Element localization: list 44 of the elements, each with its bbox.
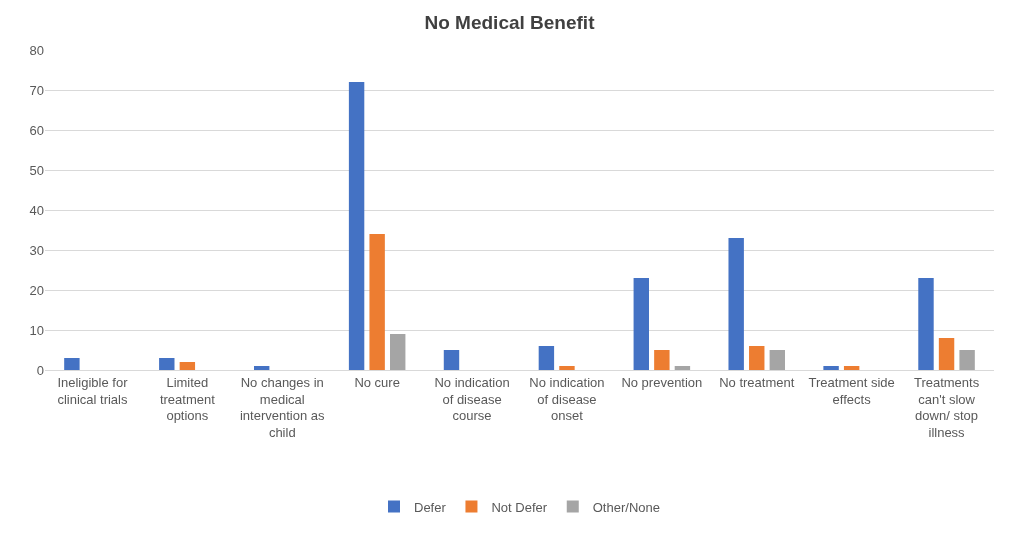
bar bbox=[538, 346, 555, 370]
bar bbox=[728, 238, 744, 370]
bar bbox=[654, 350, 670, 370]
y-tick-label: 50 bbox=[29, 162, 44, 178]
x-tick-label: Limited treatment options bbox=[159, 374, 216, 424]
x-tick-label: No changes in medical intervention as child bbox=[239, 374, 326, 441]
bar bbox=[918, 278, 934, 370]
x-tick-label: Treatment side effects bbox=[808, 374, 895, 407]
y-tick-label: 60 bbox=[29, 122, 44, 138]
bar bbox=[843, 366, 860, 370]
bar bbox=[959, 350, 975, 370]
chart-title: No Medical Benefit bbox=[424, 12, 596, 34]
bar bbox=[749, 346, 765, 370]
bar bbox=[179, 362, 196, 370]
bar bbox=[633, 278, 649, 370]
y-tick-label: 80 bbox=[29, 42, 44, 58]
bar bbox=[64, 358, 80, 370]
bar bbox=[348, 82, 365, 370]
bar bbox=[369, 234, 385, 370]
y-tick-label: 20 bbox=[29, 282, 44, 298]
x-tick-label: No indication of disease course bbox=[434, 374, 510, 424]
x-tick-label: No treatment bbox=[719, 374, 795, 390]
x-tick-label: Treatments can't slow down/ stop illness bbox=[913, 374, 980, 441]
bar bbox=[253, 366, 270, 370]
x-tick-label: No indication of disease onset bbox=[529, 374, 605, 424]
y-tick-label: 30 bbox=[29, 242, 44, 258]
bar bbox=[823, 366, 839, 370]
y-tick-label: 0 bbox=[36, 362, 44, 378]
bar bbox=[938, 338, 955, 370]
bar bbox=[559, 366, 575, 370]
bar bbox=[390, 334, 406, 370]
bar bbox=[769, 350, 786, 370]
bar bbox=[674, 366, 691, 370]
legend-label: Not Defer bbox=[491, 499, 548, 515]
y-tick-label: 40 bbox=[29, 202, 44, 218]
legend-label: Other/None bbox=[592, 499, 660, 515]
x-tick-label: No prevention bbox=[621, 374, 703, 390]
x-tick-label: Ineligible for clinical trials bbox=[57, 374, 129, 407]
bar bbox=[443, 350, 460, 370]
y-tick-label: 70 bbox=[29, 82, 44, 98]
legend-label: Defer bbox=[414, 499, 447, 515]
bar bbox=[159, 358, 175, 370]
y-tick-label: 10 bbox=[29, 322, 44, 338]
x-tick-label: No cure bbox=[354, 374, 400, 390]
